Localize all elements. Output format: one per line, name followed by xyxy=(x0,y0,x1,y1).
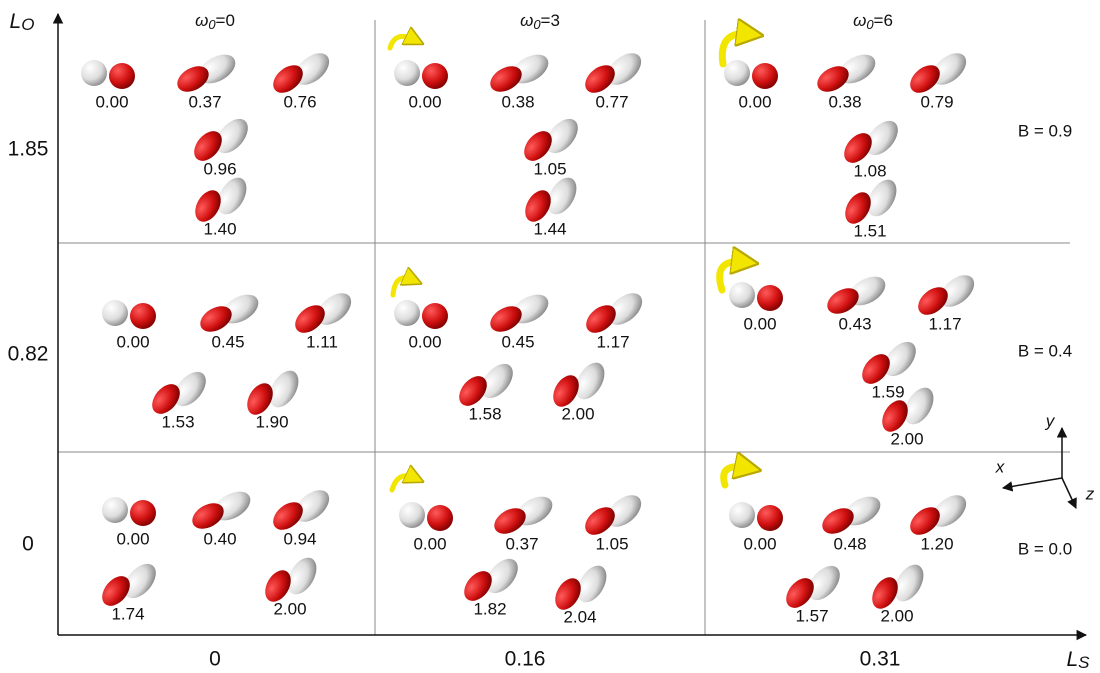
header-value: =6 xyxy=(874,11,893,30)
droplet-red xyxy=(130,500,156,526)
time-label: 0.43 xyxy=(838,314,871,333)
time-label: 1.53 xyxy=(161,412,194,431)
header-symbol: ω xyxy=(195,11,208,30)
time-label: 1.74 xyxy=(111,604,144,623)
time-label: 2.00 xyxy=(561,404,594,423)
time-label: 0.94 xyxy=(283,529,316,548)
row-label: 1.85 xyxy=(8,138,49,161)
b-label: B = 0.9 xyxy=(1018,121,1072,140)
time-label: 0.38 xyxy=(828,92,861,111)
time-label: 1.05 xyxy=(533,159,566,178)
droplet-red xyxy=(422,63,448,89)
time-label: 0.77 xyxy=(595,92,628,111)
droplet-white xyxy=(729,502,755,528)
time-label: 2.04 xyxy=(563,607,596,626)
time-label: 0.38 xyxy=(501,92,534,111)
time-label: 1.58 xyxy=(468,404,501,423)
x-axis-title: LS xyxy=(1066,648,1090,673)
row-label: 0.82 xyxy=(8,343,49,366)
time-label: 1.51 xyxy=(853,221,886,240)
col-label: 0.31 xyxy=(860,648,901,671)
b-label: B = 0.0 xyxy=(1018,539,1072,558)
axis-x-label: x xyxy=(995,457,1005,476)
y-axis-sub: O xyxy=(21,15,34,34)
time-label: 1.59 xyxy=(871,382,904,401)
y-axis-title: LO xyxy=(10,10,35,35)
droplet-red xyxy=(130,303,156,329)
coordinate-axes: y x z xyxy=(995,411,1095,508)
time-label: 0.48 xyxy=(833,534,866,553)
column-header: ω0=0 xyxy=(195,11,235,32)
time-label: 0.00 xyxy=(743,314,776,333)
droplet-red xyxy=(757,505,783,531)
header-symbol: ω xyxy=(520,11,533,30)
row-label: 0 xyxy=(22,533,34,556)
time-label: 0.79 xyxy=(920,92,953,111)
droplet-white xyxy=(394,300,420,326)
time-label: 0.00 xyxy=(408,332,441,351)
droplet-white xyxy=(399,502,425,528)
column-header: ω0=3 xyxy=(520,11,560,32)
droplet-white xyxy=(81,60,107,86)
header-symbol: ω xyxy=(853,11,866,30)
time-label: 0.00 xyxy=(408,92,441,111)
time-label: 0.37 xyxy=(188,92,221,111)
time-label: 1.20 xyxy=(920,534,953,553)
time-label: 1.90 xyxy=(255,412,288,431)
time-label: 1.11 xyxy=(306,332,338,351)
time-label: 2.00 xyxy=(273,599,306,618)
droplet-white xyxy=(102,300,128,326)
column-header: ω0=6 xyxy=(853,11,893,32)
time-label: 1.40 xyxy=(203,219,236,238)
droplet-white xyxy=(102,497,128,523)
time-label: 0.40 xyxy=(203,529,236,548)
time-label: 1.05 xyxy=(595,534,628,553)
time-label: 0.00 xyxy=(738,92,771,111)
time-label: 0.00 xyxy=(116,332,149,351)
time-label: 0.00 xyxy=(413,534,446,553)
header-value: =3 xyxy=(541,11,560,30)
time-label: 0.45 xyxy=(501,332,534,351)
b-label: B = 0.4 xyxy=(1018,341,1072,360)
time-label: 1.82 xyxy=(473,599,506,618)
droplet-red xyxy=(752,63,778,89)
time-label: 1.17 xyxy=(596,332,629,351)
time-label: 0.45 xyxy=(211,332,244,351)
droplet-red xyxy=(427,505,453,531)
time-label: 1.17 xyxy=(928,314,961,333)
time-label: 1.08 xyxy=(853,161,886,180)
col-label: 0 xyxy=(209,648,221,671)
time-label: 0.96 xyxy=(203,159,236,178)
time-label: 1.57 xyxy=(795,606,828,625)
droplet-white xyxy=(394,60,420,86)
time-label: 0.37 xyxy=(505,534,538,553)
time-label: 0.00 xyxy=(95,92,128,111)
droplet-red xyxy=(422,303,448,329)
figure: y x z LO LS 1.850.82000.160.31ω0=0ω0=3ω0… xyxy=(0,0,1100,673)
time-label: 0.00 xyxy=(116,529,149,548)
droplet-red xyxy=(757,285,783,311)
time-label: 2.00 xyxy=(890,429,923,448)
time-label: 1.44 xyxy=(533,219,566,238)
axis-z-label: z xyxy=(1085,484,1095,503)
time-label: 2.00 xyxy=(880,606,913,625)
time-label: 0.76 xyxy=(283,92,316,111)
header-value: =0 xyxy=(216,11,235,30)
x-axis-sub: S xyxy=(1078,653,1090,672)
droplet-white xyxy=(724,60,750,86)
time-label: 0.00 xyxy=(743,534,776,553)
x-axis-symbol: L xyxy=(1066,648,1078,671)
col-label: 0.16 xyxy=(505,648,546,671)
droplet-red xyxy=(109,63,135,89)
axis-y-label: y xyxy=(1045,411,1056,430)
droplet-white xyxy=(729,282,755,308)
y-axis-symbol: L xyxy=(10,10,22,33)
